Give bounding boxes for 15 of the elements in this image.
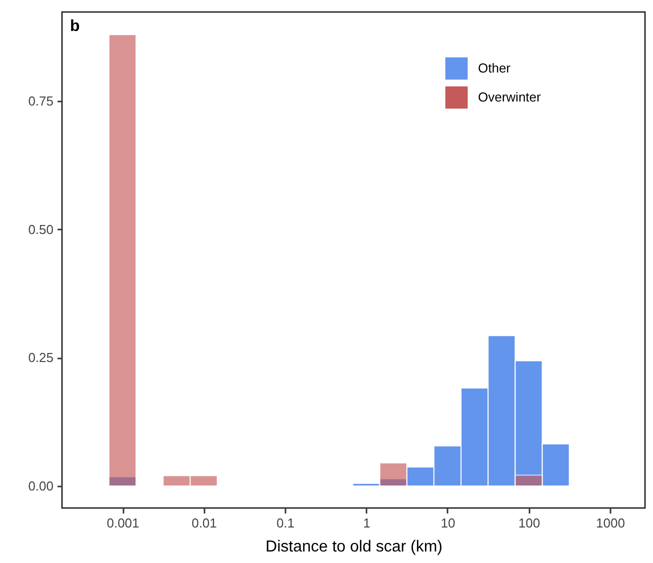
x-tick-label: 0.1: [276, 516, 295, 530]
y-tick-label: 0.00: [28, 478, 54, 494]
y-tick-label: 0.50: [28, 222, 54, 237]
y-tick-label: 0.75: [28, 94, 54, 109]
legend-label: Other: [478, 60, 512, 76]
y-tick-label: 0.25: [28, 350, 54, 366]
x-tick-label: 0.01: [192, 516, 217, 530]
x-tick-label: 1: [363, 516, 370, 530]
x-tick-label: 100: [518, 516, 540, 530]
x-axis-title: Distance to old scar (km): [266, 538, 442, 556]
x-tick-label: 1000: [596, 516, 625, 530]
x-tick-label: 10: [440, 516, 456, 530]
legend-label: Overwinter: [478, 90, 542, 104]
annotation: b: [70, 18, 80, 35]
x-tick-label: 0.001: [106, 516, 140, 530]
